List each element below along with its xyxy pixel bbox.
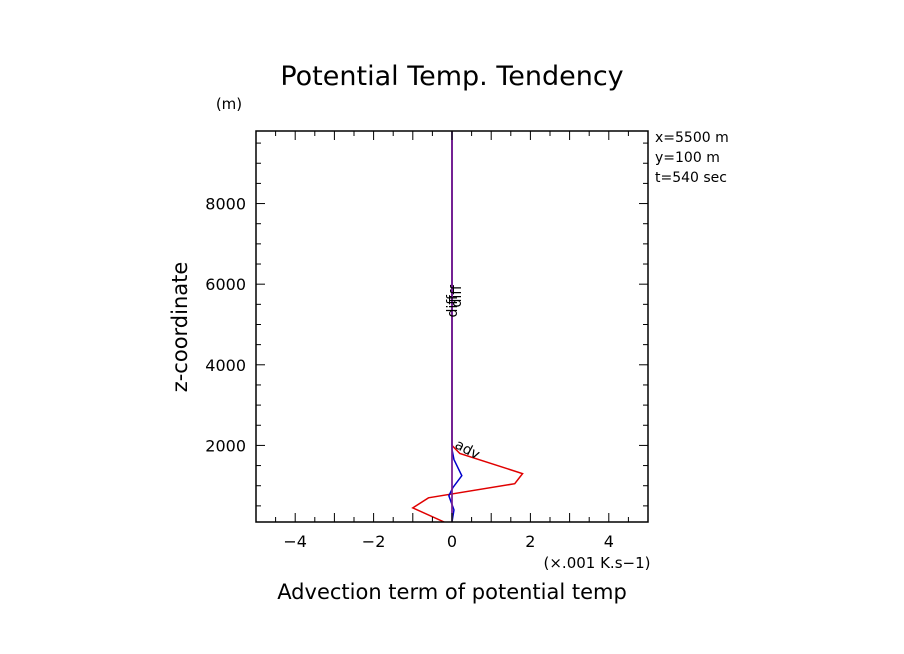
y-axis-unit: (m) xyxy=(216,95,242,113)
x-tick-label: −4 xyxy=(283,532,307,551)
series-layer xyxy=(411,131,524,522)
info-block: x=5500 m y=100 m t=540 sec xyxy=(655,130,729,186)
x-axis-label: Advection term of potential temp xyxy=(277,580,627,604)
x-axis-unit: (×.001 K.s−1) xyxy=(544,554,651,572)
y-axis-label: z-coordinate xyxy=(168,262,192,393)
x-tick-label: 0 xyxy=(447,532,457,551)
chart-title: Potential Temp. Tendency xyxy=(280,61,623,92)
info-y: y=100 m xyxy=(655,150,720,166)
x-tick-label: 4 xyxy=(604,532,614,551)
series-line-adv xyxy=(411,131,524,522)
y-tick-label: 4000 xyxy=(205,356,246,375)
info-t: t=540 sec xyxy=(655,170,727,186)
x-tick-label: −2 xyxy=(362,532,386,551)
y-axis-ticks: 2000 4000 6000 8000 xyxy=(205,142,648,507)
series-label-green: diff xyxy=(449,285,465,308)
info-x: x=5500 m xyxy=(655,130,729,146)
y-tick-label: 2000 xyxy=(205,436,246,455)
series-label-diff: diff xyxy=(445,295,461,318)
y-tick-label: 8000 xyxy=(205,195,246,214)
x-axis-ticks: −4 −2 0 2 4 xyxy=(255,131,649,551)
x-tick-label: 2 xyxy=(525,532,535,551)
series-line-diff xyxy=(448,131,463,522)
y-tick-label: 6000 xyxy=(205,275,246,294)
